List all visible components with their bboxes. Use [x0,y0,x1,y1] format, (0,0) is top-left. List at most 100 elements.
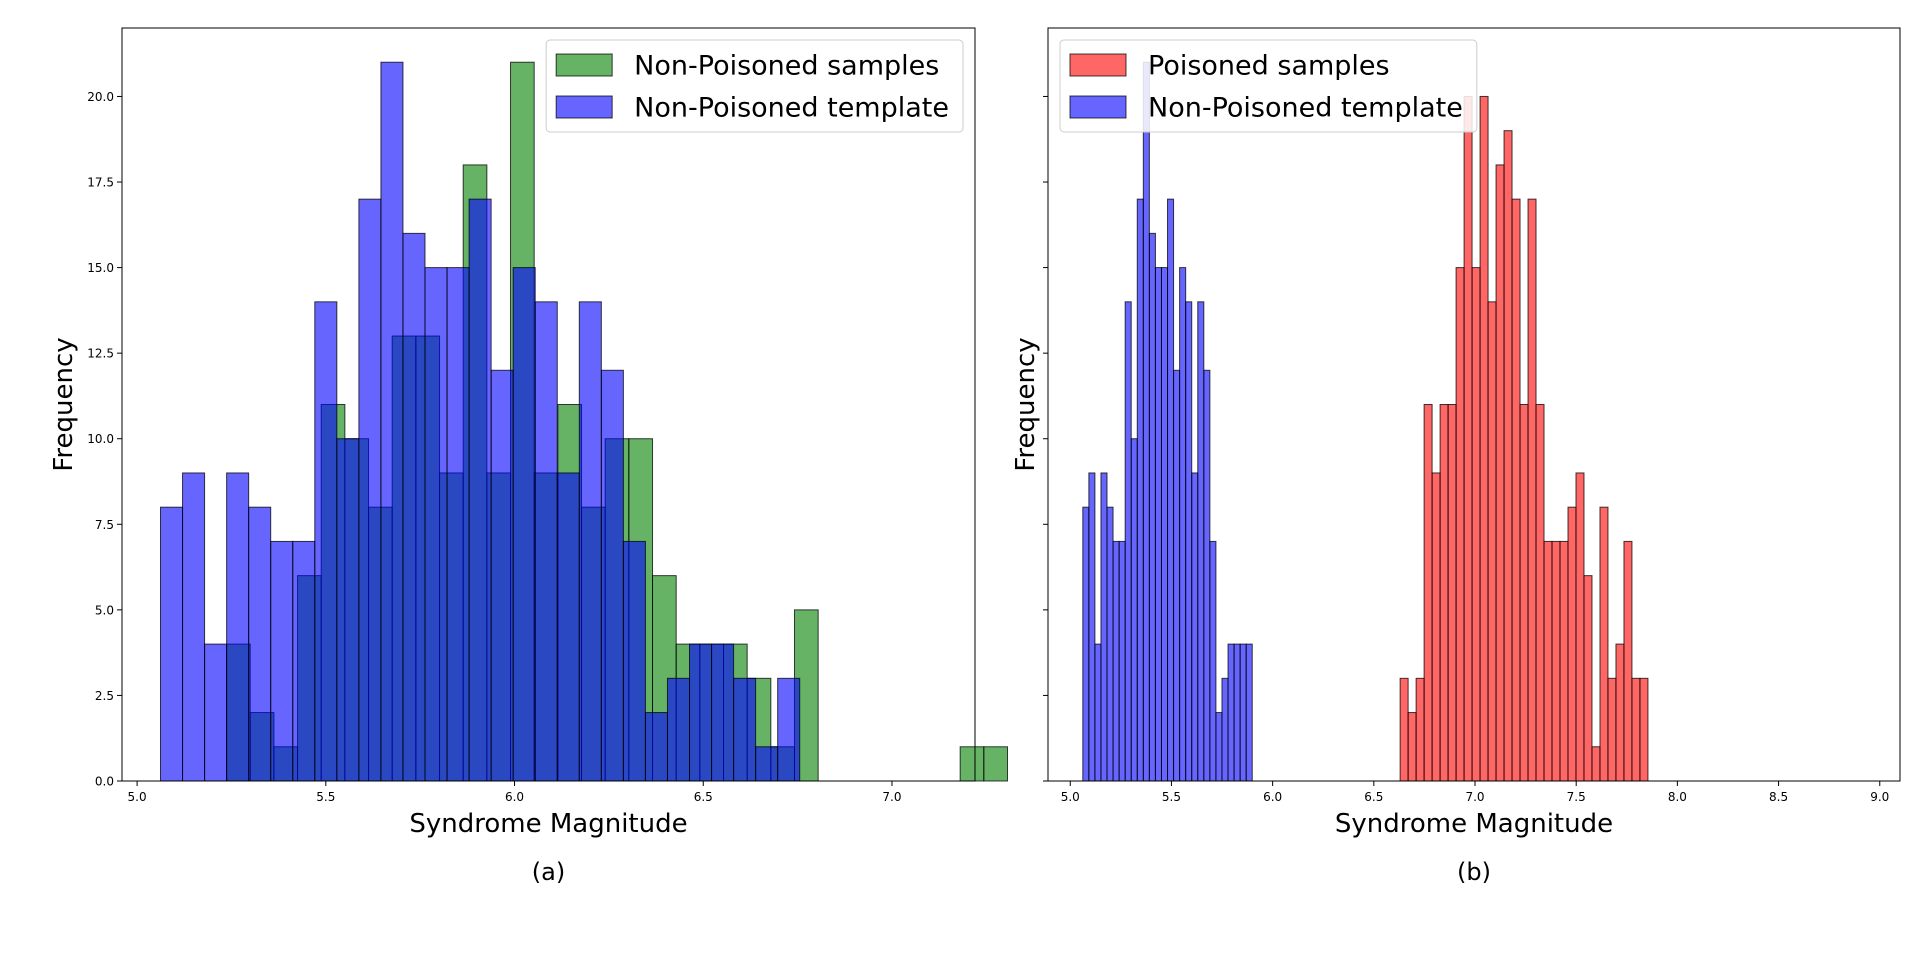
bar-first-series [1615,643,1625,782]
bar-second-series [1124,301,1132,782]
bar-second-series [689,643,713,782]
x-axis-b: 5.0 5.5 6.0 6.5 7.0 7.5 8.0 8.5 9.0 [1061,781,1889,804]
x-tick-label: 8.0 [1668,790,1687,804]
subplot-caption-a: (a) [532,858,565,886]
bar-second-series [1179,267,1187,782]
bar-first-series [1407,712,1417,782]
bar-second-series [292,540,316,782]
x-tick-label: 5.5 [1162,790,1181,804]
bar-second-series [1245,643,1253,782]
bar-second-series [270,540,294,782]
bar-first-series [1487,301,1497,782]
x-axis-label-a: Syndrome Magnitude [409,809,687,839]
bar-second-series [1191,472,1199,782]
bar-first-series [983,746,1008,782]
bar-second-series [578,301,602,782]
y-tick-label: 17.5 [87,176,114,190]
x-tick-label: 7.0 [1465,790,1484,804]
bar-second-series [711,643,735,782]
bar-second-series [733,677,757,782]
bar-second-series [1197,301,1205,782]
y-axis-label-b: Frequency [1011,337,1041,471]
bar-second-series [666,677,691,782]
bar-second-series [336,438,360,782]
y-tick-label: 20.0 [87,90,114,104]
bar-first-series [1639,677,1649,782]
legend-swatch [1069,95,1127,119]
bar-second-series [512,267,536,782]
bar-second-series [446,267,470,782]
legend-label: Poisoned samples [1148,51,1390,82]
plot-frame-b [1047,27,1901,782]
x-tick-label: 9.0 [1870,790,1889,804]
x-tick-label: 6.5 [694,790,713,804]
bar-second-series [1106,506,1114,782]
bar-second-series [314,301,338,782]
legend-swatch [1069,53,1127,77]
bar-first-series [1631,677,1641,782]
bar-first-series [1463,95,1473,782]
bar-first-series [1495,164,1505,782]
bar-second-series [1154,267,1162,782]
bar-first-series [1471,267,1481,782]
bar-first-series [1439,404,1449,782]
bar-second-series [358,198,382,782]
legend-label: Non-Poisoned template [1148,93,1463,124]
bar-second-series [1136,198,1144,782]
bar-first-series [1543,540,1553,782]
bar-second-series [1088,472,1096,782]
bar-second-series [1173,369,1181,782]
bar-second-series [1239,643,1247,782]
bar-first-series [1591,746,1601,782]
legend-swatch [555,95,613,119]
bar-second-series [1094,643,1102,782]
y-axis-label-a: Frequency [49,337,79,471]
legend-swatch [555,53,613,77]
x-tick-label: 6.5 [1364,790,1383,804]
bar-second-series [1209,540,1217,782]
bar-second-series [380,61,404,782]
bar-second-series [1227,643,1235,782]
bar-second-series [755,746,779,782]
bar-second-series [402,232,426,782]
bar-second-series [600,369,624,782]
bar-first-series [1503,130,1513,782]
legend-box [545,39,964,133]
x-tick-label: 7.0 [882,790,901,804]
bar-second-series [204,643,228,782]
bar-first-series [1583,575,1593,782]
y-tick-label: 12.5 [87,347,114,361]
plot-frame-a [121,27,976,782]
bar-first-series [1527,198,1537,782]
x-tick-label: 7.5 [1567,790,1586,804]
bar-second-series [1167,198,1175,782]
bar-first-series [1599,506,1609,782]
x-axis-a: 5.0 5.5 6.0 6.5 7.0 [128,781,902,804]
y-axis-b [1043,95,1048,782]
bar-first-series [1447,404,1457,782]
bar-second-series [556,472,580,782]
bar-second-series [534,301,558,782]
bar-first-series [1455,267,1465,782]
bar-second-series [644,712,668,782]
subplot-caption-b: (b) [1457,858,1491,886]
x-tick-label: 6.0 [505,790,524,804]
x-tick-label: 8.5 [1769,790,1788,804]
bar-first-series [1575,472,1585,782]
bar-first-series [1399,677,1409,782]
bar-second-series [182,472,206,782]
bar-second-series [1185,301,1193,782]
bar-first-series [1551,540,1561,782]
bar-first-series [1511,198,1521,782]
bar-second-series [1203,369,1211,782]
bar-second-series [1160,267,1169,782]
y-tick-label: 2.5 [95,689,114,703]
x-axis-label-b: Syndrome Magnitude [1335,809,1613,839]
bar-second-series [1221,677,1229,782]
subplot-a: 5.0 5.5 6.0 6.5 7.0 0.0 2.5 5.0 7.5 10.0 12.5 15.0… [49,27,1008,886]
x-tick-label: 6.0 [1263,790,1282,804]
bar-first-series [1415,677,1425,782]
y-tick-label: 7.5 [95,518,114,532]
